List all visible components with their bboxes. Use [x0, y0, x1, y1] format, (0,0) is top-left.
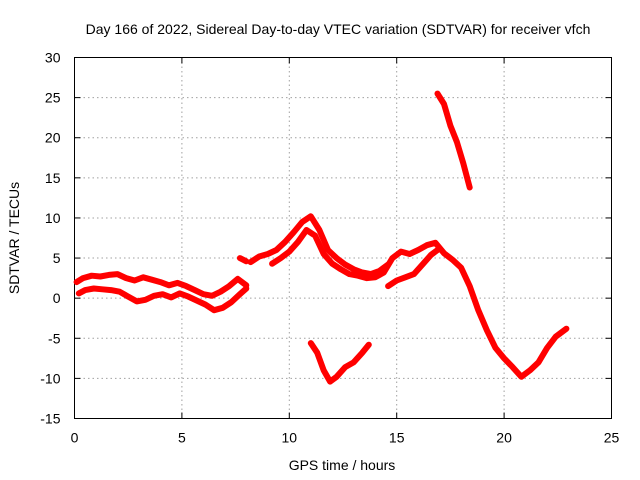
x-tick-label: 25	[604, 430, 620, 446]
series-track-h	[434, 90, 473, 191]
x-tick-label: 0	[71, 430, 79, 446]
y-tick-label: 15	[45, 170, 61, 186]
y-tick-label: -15	[40, 411, 60, 427]
grid	[74, 57, 612, 419]
x-tick-label: 15	[389, 430, 405, 446]
y-tick-labels: -15 -10 -5 0 5 10 15 20 25 30	[40, 50, 60, 427]
series-track-a	[73, 271, 250, 299]
y-tick-label: 0	[53, 290, 61, 306]
chart-title: Day 166 of 2022, Sidereal Day-to-day VTE…	[86, 21, 591, 37]
series-track-d	[247, 213, 392, 278]
x-tick-labels: 0 5 10 15 20 25	[71, 430, 620, 446]
series-track-b	[75, 285, 250, 314]
data-series	[73, 90, 570, 385]
x-tick-label: 5	[178, 430, 186, 446]
series-track-c	[236, 255, 250, 265]
y-tick-label: -10	[40, 370, 60, 386]
x-tick-label: 20	[496, 430, 512, 446]
y-tick-label: 25	[45, 90, 61, 106]
series-track-g	[385, 245, 443, 290]
axis-ticks	[74, 57, 612, 419]
series-track-e	[269, 227, 570, 380]
series-track-f	[307, 340, 372, 385]
plot-frame	[74, 57, 612, 419]
y-tick-label: 20	[45, 130, 61, 146]
y-tick-label: 30	[45, 50, 61, 66]
y-tick-label: 10	[45, 210, 61, 226]
x-axis-label: GPS time / hours	[289, 457, 396, 473]
x-tick-label: 10	[282, 430, 298, 446]
y-axis-label: SDTVAR / TECUs	[6, 182, 22, 294]
y-tick-label: -5	[48, 330, 61, 346]
y-tick-label: 5	[53, 250, 61, 266]
